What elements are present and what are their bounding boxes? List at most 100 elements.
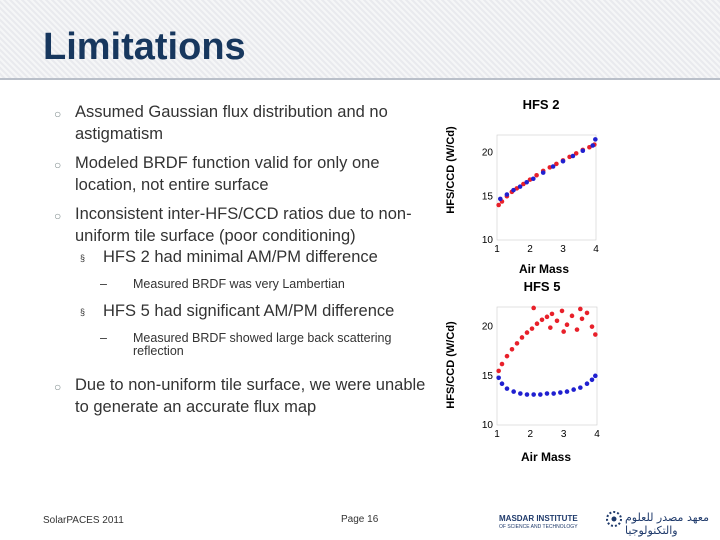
- bullet-text: Assumed Gaussian flux distribution and n…: [75, 103, 388, 143]
- y-tick-label: 15: [482, 191, 494, 202]
- bullet-item: ○ Modeled BRDF function valid for only o…: [30, 152, 440, 196]
- hfs2-chart: HFS 2 HFS/CCD (W/Cd) 1 2 3 4 10 15 20 Air Mass: [445, 97, 599, 276]
- red-data-point: [561, 329, 566, 334]
- y-tick-label: 15: [482, 371, 494, 382]
- masdar-logo: MASDAR INSTITUTE OF SCIENCE AND TECHNOLO…: [497, 508, 713, 537]
- sub-bullet-item: § HFS 5 had significant AM/PM difference: [30, 303, 440, 320]
- logo-line-2: OF SCIENCE AND TECHNOLOGY: [499, 524, 578, 530]
- blue-data-point: [531, 392, 536, 397]
- detail-text: Measured BRDF was very Lambertian: [133, 277, 345, 291]
- x-tick-label: 2: [527, 244, 533, 255]
- red-data-point: [496, 368, 501, 374]
- plot-frame: [496, 134, 597, 241]
- logo-text: MASDAR INSTITUTE OF SCIENCE AND TECHNOLO…: [499, 514, 578, 532]
- title-divider: [0, 78, 720, 80]
- red-data-point: [548, 325, 553, 330]
- blue-data-point: [531, 176, 536, 182]
- red-data-point: [584, 310, 590, 316]
- red-data-point: [554, 318, 560, 324]
- plot-frame: [496, 306, 598, 426]
- red-data-point: [579, 316, 585, 322]
- red-data-point: [504, 353, 510, 359]
- logo-emblem-icon: [606, 511, 622, 527]
- red-data-point: [593, 332, 598, 337]
- blue-data-point: [593, 373, 598, 379]
- detail-text: Measured BRDF showed large back scatteri…: [133, 331, 392, 358]
- blue-data-point: [498, 196, 503, 202]
- dash-mark: –: [100, 331, 107, 345]
- blue-data-point: [551, 391, 556, 396]
- x-tick-label: 4: [593, 244, 599, 255]
- detail-item: – Measured BRDF showed large back scatte…: [30, 332, 440, 358]
- bullet-text: Inconsistent inter-HFS/CCD ratios due to…: [75, 205, 412, 245]
- red-data-point: [569, 313, 575, 319]
- x-tick-label: 3: [561, 429, 567, 440]
- red-data-point: [574, 327, 580, 332]
- blue-data-point: [524, 392, 530, 397]
- blue-data-point: [540, 170, 546, 175]
- bullet-text: Modeled BRDF function valid for only one…: [75, 154, 380, 194]
- red-data-point: [514, 341, 520, 346]
- x-axis-label: Air Mass: [519, 262, 569, 276]
- hfs5-chart: HFS 5 HFS/CCD (W/Cd) 1 2 3 4 10 15 20 Air Mass: [445, 279, 600, 464]
- red-data-point: [496, 202, 501, 208]
- y-axis-label: HFS/CCD (W/Cd): [445, 126, 457, 214]
- bullet-icon: ○: [54, 380, 62, 394]
- detail-item: – Measured BRDF was very Lambertian: [30, 278, 440, 291]
- y-tick-label: 10: [482, 235, 494, 246]
- blue-data-point: [518, 391, 523, 396]
- red-data-point: [524, 330, 530, 335]
- blue-data-point: [538, 392, 543, 397]
- red-data-point: [534, 321, 540, 327]
- red-data-point: [573, 151, 579, 156]
- y-tick-label: 20: [482, 322, 494, 333]
- red-data-point: [534, 172, 539, 178]
- bullet-text: Due to non-uniform tile surface, we were…: [75, 376, 426, 416]
- sub-bullet-text: HFS 2 had minimal AM/PM difference: [103, 248, 378, 266]
- blue-data-point: [511, 187, 516, 193]
- y-tick-label: 20: [482, 148, 494, 159]
- x-tick-label: 1: [494, 244, 500, 255]
- blue-data-point: [570, 153, 576, 159]
- slide-content: ○ Assumed Gaussian flux distribution and…: [30, 101, 440, 418]
- red-data-point: [589, 324, 595, 329]
- blue-data-point: [504, 386, 510, 391]
- hfs2-plot-area: 1 2 3 4 10 15 20: [482, 134, 599, 255]
- x-tick-label: 3: [560, 244, 566, 255]
- blue-data-point: [584, 381, 590, 386]
- red-data-point: [531, 305, 536, 311]
- blue-data-point: [499, 381, 505, 386]
- x-tick-label: 1: [494, 429, 500, 440]
- footer-conference: SolarPACES 2011: [43, 515, 124, 526]
- blue-data-point: [580, 148, 586, 154]
- sub-bullet-item: § HFS 2 had minimal AM/PM difference: [30, 249, 440, 266]
- x-axis-label: Air Mass: [521, 450, 571, 464]
- x-tick-label: 2: [528, 429, 534, 440]
- bullet-icon: ○: [54, 107, 62, 121]
- blue-data-point: [593, 137, 598, 142]
- bullet-icon: ○: [54, 209, 62, 223]
- footer-page-number: Page 16: [341, 514, 379, 525]
- bullet-item: ○ Assumed Gaussian flux distribution and…: [30, 101, 440, 145]
- blue-data-point: [571, 387, 576, 392]
- blue-data-point: [517, 184, 523, 189]
- slide-title: Limitations: [43, 26, 246, 68]
- blue-data-point: [524, 179, 529, 185]
- logo-line-1: MASDAR INSTITUTE: [499, 514, 578, 523]
- red-data-point: [578, 306, 583, 312]
- blue-data-point: [504, 192, 510, 197]
- bullet-item: ○ Due to non-uniform tile surface, we we…: [30, 374, 440, 418]
- chart-title: HFS 5: [524, 279, 561, 294]
- red-data-point: [499, 361, 505, 367]
- red-data-point: [509, 346, 515, 352]
- red-data-point: [519, 335, 525, 340]
- blue-data-point: [550, 164, 556, 169]
- blue-data-point: [511, 389, 516, 394]
- section-mark-icon: §: [80, 253, 86, 263]
- bullet-icon: ○: [54, 158, 62, 172]
- red-data-point: [564, 322, 570, 327]
- sub-bullet-text: HFS 5 had significant AM/PM difference: [103, 302, 395, 320]
- red-data-point: [559, 308, 565, 314]
- x-tick-label: 4: [594, 429, 600, 440]
- y-axis-label: HFS/CCD (W/Cd): [445, 321, 457, 409]
